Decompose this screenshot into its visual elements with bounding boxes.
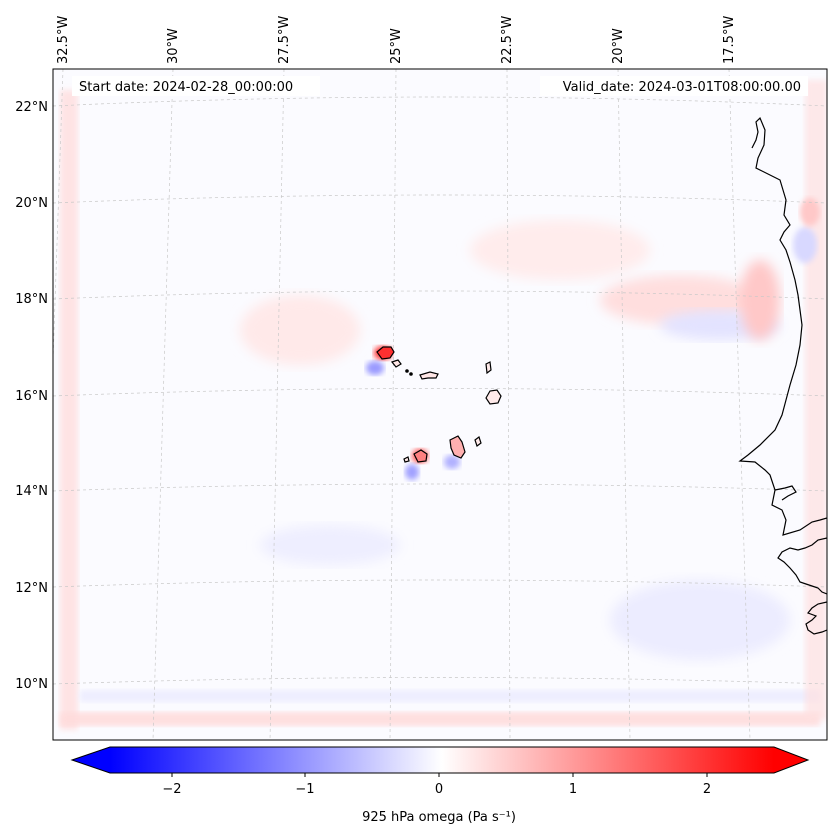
longitude-labels: 32.5°W 30°W 27.5°W 25°W 22.5°W 20°W 17.5…	[56, 16, 737, 64]
colorbar-tick-label-m2: −2	[162, 782, 181, 797]
field-patch-pos-d	[740, 260, 780, 340]
colorbar-tick-label-p1: 1	[569, 782, 577, 797]
lon-label-27-5w: 27.5°W	[277, 16, 292, 64]
island-fogo	[413, 449, 428, 463]
gridline-lat-20n	[53, 194, 827, 204]
valid-date-box	[540, 76, 808, 96]
field-patch-neg-d	[793, 227, 817, 263]
island-sal	[485, 361, 492, 375]
africa-coastline	[738, 116, 827, 536]
island-santa-luzia	[405, 369, 409, 373]
island-islet	[409, 372, 413, 376]
lat-label-12n: 12°N	[15, 581, 48, 596]
omega-field	[60, 80, 827, 730]
field-patch-pos-b	[470, 220, 650, 280]
africa-coastline-south	[777, 537, 827, 595]
field-patch-neg-c	[260, 525, 400, 565]
lat-label-18n: 18°N	[15, 292, 48, 307]
gridline-lon-22-5w	[506, 69, 511, 740]
island-signal-neg-3	[444, 455, 460, 469]
coastlines	[738, 116, 827, 635]
gridline-lon-30w	[152, 69, 174, 740]
island-sao-vicente	[390, 359, 402, 368]
lon-label-25w: 25°W	[389, 28, 404, 64]
gridline-lon-17-5w	[728, 69, 751, 740]
field-bottom-edge-band	[60, 712, 820, 726]
colorbar-extend-min	[72, 747, 110, 773]
lon-label-32-5w: 32.5°W	[56, 16, 71, 64]
island-brava	[403, 456, 410, 463]
colorbar-tick-label-m1: −1	[295, 782, 314, 797]
guinea-coast	[805, 601, 827, 635]
lat-label-10n: 10°N	[15, 677, 48, 692]
gambia-estuary	[774, 485, 797, 501]
island-sao-nicolau	[419, 371, 439, 380]
gridline-lon-27-5w	[269, 69, 285, 740]
map-panel: Start date: 2024-02-28_00:00:00 Valid_da…	[52, 68, 828, 741]
start-date-box	[72, 76, 320, 96]
gridlines	[53, 69, 827, 740]
gridline-lat-18n	[53, 290, 827, 300]
lon-label-20w: 20°W	[611, 28, 626, 64]
lon-label-17-5w: 17.5°W	[722, 16, 737, 64]
colorbar-ticks	[171, 773, 708, 777]
colorbar-extend-max	[774, 747, 808, 773]
field-patch-pos-e	[800, 198, 820, 226]
valid-date-label: Valid_date: 2024-03-01T08:00:00.00	[563, 80, 801, 95]
field-patch-neg-b	[610, 580, 790, 660]
island-santo-antao	[376, 346, 395, 360]
gridline-lon-20w	[617, 69, 631, 740]
colorbar-label: 925 hPa omega (Pa s⁻¹)	[362, 810, 516, 825]
lat-label-20n: 20°N	[15, 196, 48, 211]
latitude-labels: 22°N 20°N 18°N 16°N 14°N 12°N 10°N	[15, 100, 48, 692]
field-patch-pos-a	[240, 295, 360, 365]
colorbar-fill	[110, 747, 774, 773]
island-boa-vista	[485, 389, 502, 405]
gridline-lat-22n	[53, 96, 827, 107]
colorbar-outline	[70, 746, 810, 774]
lat-label-16n: 16°N	[15, 389, 48, 404]
gridline-lat-14n	[53, 483, 827, 492]
island-signal-neg-1	[366, 361, 384, 375]
field-bottom-blue-band	[80, 690, 820, 702]
gridline-lat-16n	[53, 388, 827, 397]
gridline-lat-12n	[53, 579, 827, 588]
island-signal-neg-2	[405, 464, 419, 480]
island-santiago	[449, 435, 466, 459]
lon-label-22-5w: 22.5°W	[500, 16, 515, 64]
gridline-lon-25w	[389, 69, 397, 740]
island-maio	[474, 436, 482, 447]
lat-label-14n: 14°N	[15, 484, 48, 499]
field-right-edge-band	[805, 80, 827, 720]
gridline-lat-10n	[53, 677, 827, 685]
colorbar-tick-label-p2: 2	[703, 782, 711, 797]
field-left-edge-band	[60, 90, 78, 730]
colorbar: −2 −1 0 1 2 925 hPa omega (Pa s⁻¹)	[70, 746, 810, 825]
lat-label-22n: 22°N	[15, 100, 48, 115]
lon-label-30w: 30°W	[166, 28, 181, 64]
colorbar-tick-label-0: 0	[435, 782, 443, 797]
cape-verde-islands	[376, 346, 502, 463]
start-date-label: Start date: 2024-02-28_00:00:00	[79, 80, 293, 95]
map-frame	[52, 68, 828, 741]
